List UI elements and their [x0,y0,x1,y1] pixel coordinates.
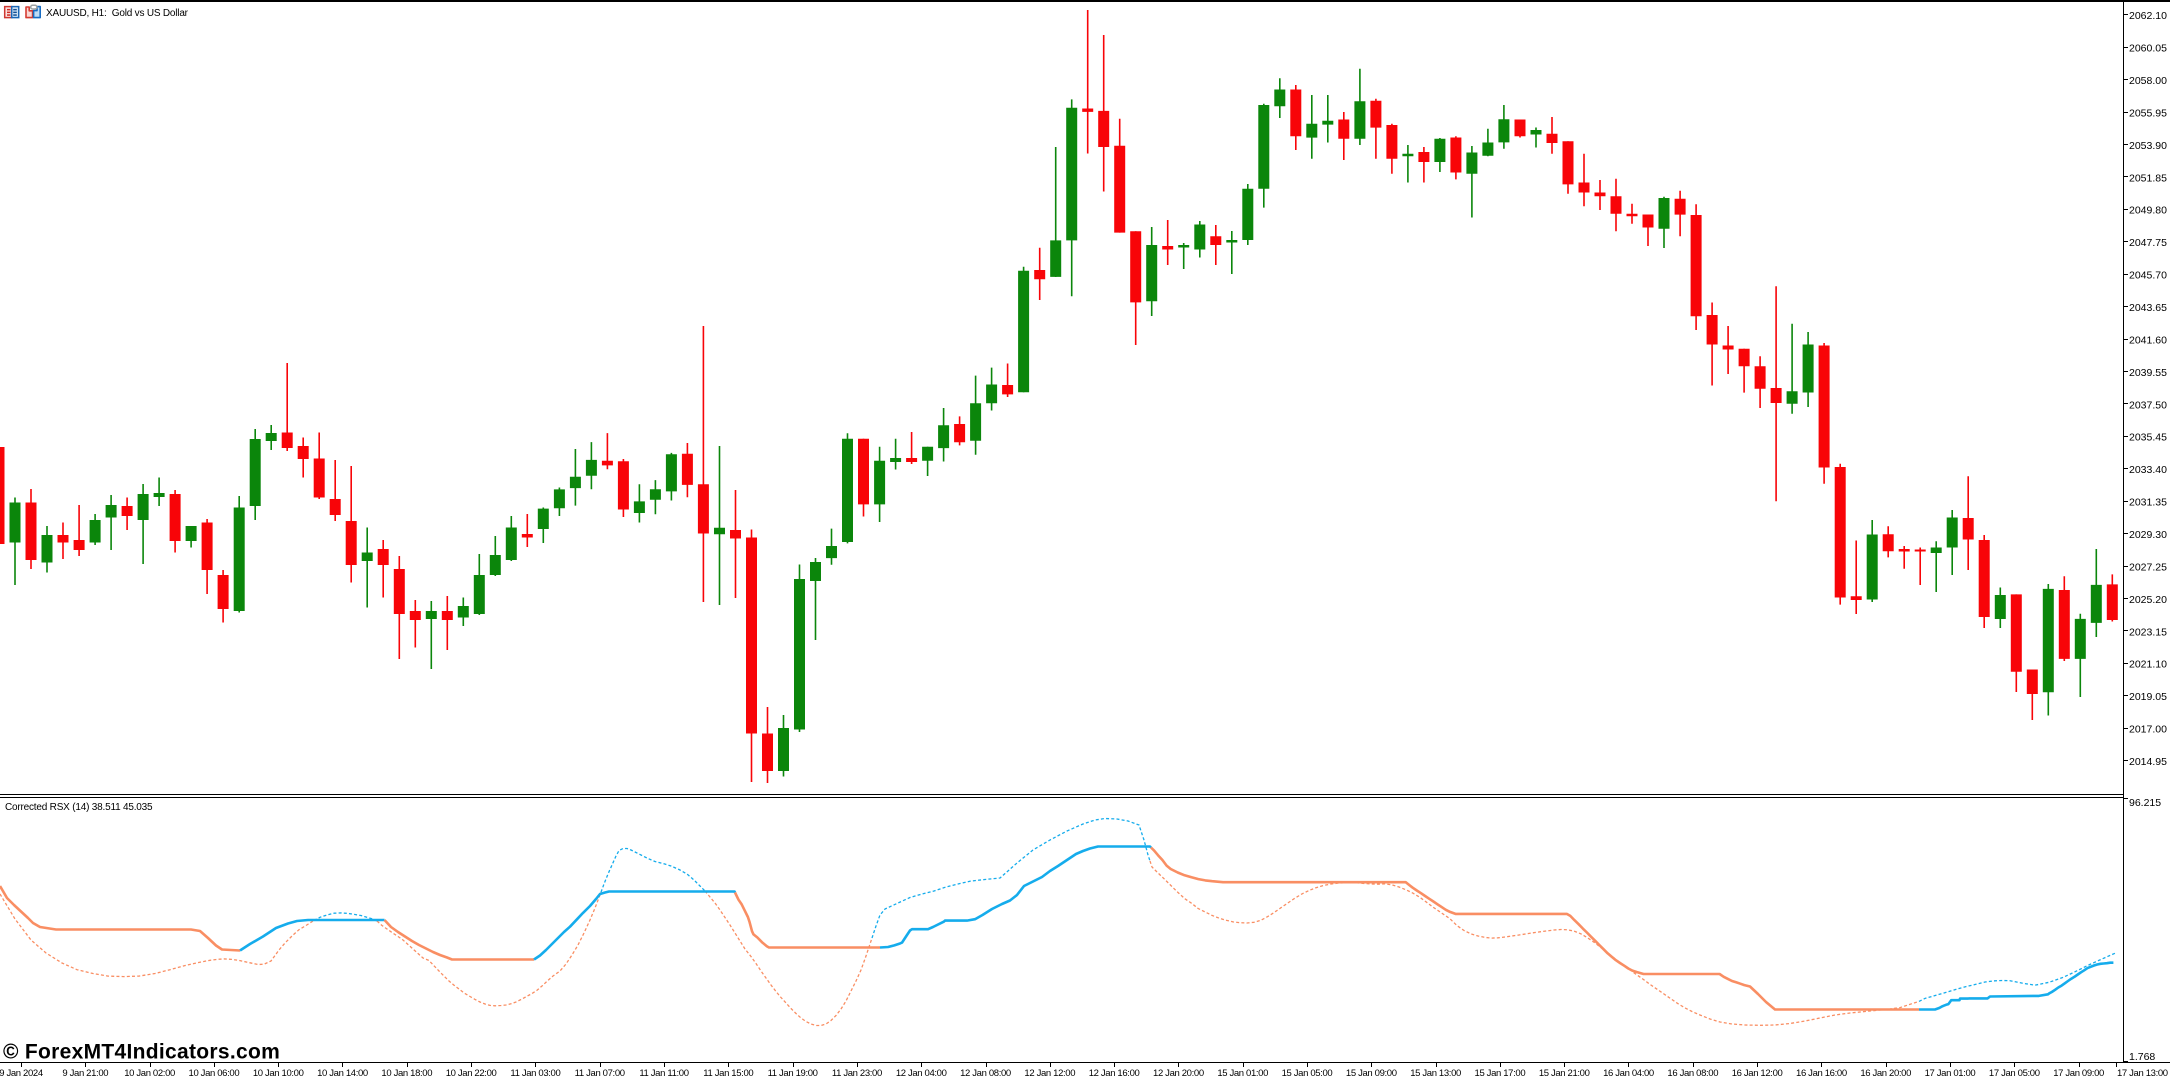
svg-text:11 Jan 03:00: 11 Jan 03:00 [510,1068,560,1079]
svg-text:17 Jan 13:00: 17 Jan 13:00 [2117,1068,2168,1079]
svg-text:© ForexMT4Indicators.com: © ForexMT4Indicators.com [3,1041,280,1064]
svg-text:1.768: 1.768 [2129,1051,2155,1063]
svg-text:15 Jan 01:00: 15 Jan 01:00 [1217,1068,1268,1079]
svg-text:2025.20: 2025.20 [2129,594,2167,606]
svg-text:11 Jan 23:00: 11 Jan 23:00 [832,1068,882,1079]
svg-text:2058.00: 2058.00 [2129,75,2167,87]
svg-text:10 Jan 14:00: 10 Jan 14:00 [317,1068,368,1079]
svg-text:96.215: 96.215 [2129,797,2161,809]
svg-text:12 Jan 20:00: 12 Jan 20:00 [1153,1068,1204,1079]
svg-text:10 Jan 10:00: 10 Jan 10:00 [253,1068,304,1079]
svg-text:2043.65: 2043.65 [2129,302,2167,314]
svg-text:2037.50: 2037.50 [2129,399,2167,411]
svg-text:10 Jan 02:00: 10 Jan 02:00 [124,1068,175,1079]
svg-text:9 Jan 2024: 9 Jan 2024 [0,1068,43,1079]
svg-text:2033.40: 2033.40 [2129,464,2167,476]
svg-text:15 Jan 17:00: 15 Jan 17:00 [1475,1068,1526,1079]
svg-text:2014.95: 2014.95 [2129,756,2167,768]
svg-text:2023.15: 2023.15 [2129,626,2167,638]
svg-text:2062.10: 2062.10 [2129,10,2167,22]
svg-text:15 Jan 13:00: 15 Jan 13:00 [1410,1068,1461,1079]
svg-text:2017.00: 2017.00 [2129,724,2167,736]
svg-text:2053.90: 2053.90 [2129,140,2167,152]
svg-text:10 Jan 06:00: 10 Jan 06:00 [189,1068,240,1079]
svg-text:2051.85: 2051.85 [2129,172,2167,184]
svg-text:16 Jan 16:00: 16 Jan 16:00 [1796,1068,1847,1079]
svg-text:17 Jan 09:00: 17 Jan 09:00 [2053,1068,2104,1079]
svg-text:2029.30: 2029.30 [2129,529,2167,541]
svg-text:16 Jan 12:00: 16 Jan 12:00 [1732,1068,1783,1079]
svg-text:2039.55: 2039.55 [2129,367,2167,379]
svg-text:16 Jan 20:00: 16 Jan 20:00 [1860,1068,1911,1079]
svg-text:15 Jan 05:00: 15 Jan 05:00 [1282,1068,1333,1079]
svg-text:2055.95: 2055.95 [2129,107,2167,119]
svg-text:11 Jan 15:00: 11 Jan 15:00 [703,1068,753,1079]
svg-text:16 Jan 04:00: 16 Jan 04:00 [1603,1068,1654,1079]
svg-text:17 Jan 01:00: 17 Jan 01:00 [1925,1068,1976,1079]
svg-text:12 Jan 16:00: 12 Jan 16:00 [1089,1068,1140,1079]
svg-text:11 Jan 07:00: 11 Jan 07:00 [575,1068,625,1079]
svg-text:2045.70: 2045.70 [2129,270,2167,282]
svg-text:Corrected RSX (14) 38.511 45.0: Corrected RSX (14) 38.511 45.035 [5,802,153,813]
svg-text:12 Jan 04:00: 12 Jan 04:00 [896,1068,947,1079]
svg-text:11 Jan 11:00: 11 Jan 11:00 [639,1068,688,1079]
svg-text:2041.60: 2041.60 [2129,334,2167,346]
svg-text:2019.05: 2019.05 [2129,691,2167,703]
svg-text:2049.80: 2049.80 [2129,205,2167,217]
svg-text:2027.25: 2027.25 [2129,561,2167,573]
svg-text:17 Jan 05:00: 17 Jan 05:00 [1989,1068,2040,1079]
svg-text:9 Jan 21:00: 9 Jan 21:00 [62,1068,108,1079]
svg-text:15 Jan 09:00: 15 Jan 09:00 [1346,1068,1397,1079]
svg-text:10 Jan 18:00: 10 Jan 18:00 [381,1068,432,1079]
svg-text:2021.10: 2021.10 [2129,659,2167,671]
svg-text:2060.05: 2060.05 [2129,43,2167,55]
svg-text:12 Jan 08:00: 12 Jan 08:00 [960,1068,1011,1079]
svg-text:2047.75: 2047.75 [2129,237,2167,249]
svg-text:16 Jan 08:00: 16 Jan 08:00 [1667,1068,1718,1079]
svg-text:11 Jan 19:00: 11 Jan 19:00 [768,1068,818,1079]
svg-text:2035.45: 2035.45 [2129,432,2167,444]
svg-text:12 Jan 12:00: 12 Jan 12:00 [1024,1068,1075,1079]
svg-text:15 Jan 21:00: 15 Jan 21:00 [1539,1068,1590,1079]
svg-text:10 Jan 22:00: 10 Jan 22:00 [446,1068,497,1079]
svg-text:2031.35: 2031.35 [2129,497,2167,509]
svg-text:XAUUSD, H1: Gold vs US Dollar: XAUUSD, H1: Gold vs US Dollar [46,8,189,19]
